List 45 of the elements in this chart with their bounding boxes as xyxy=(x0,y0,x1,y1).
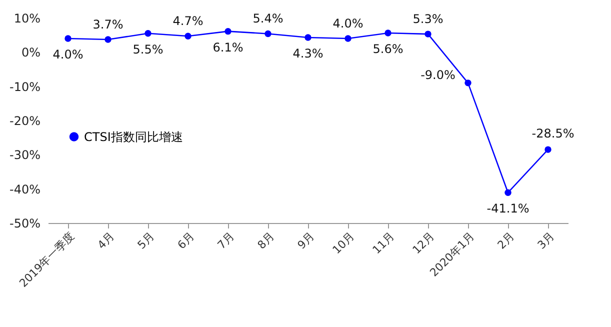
point xyxy=(464,80,472,86)
x-tick-label: 2月 xyxy=(495,230,517,252)
data-label: 3.7% xyxy=(92,18,124,32)
data-label: 5.5% xyxy=(132,42,164,56)
point xyxy=(64,35,72,42)
point xyxy=(264,30,272,38)
x-tick-label: 8月 xyxy=(255,230,277,252)
x-tick-label: 4月 xyxy=(95,230,117,252)
legend-label: CTSI指数同比增速 xyxy=(84,130,183,144)
data-label: 5.6% xyxy=(372,42,404,56)
point xyxy=(144,30,152,37)
data-label: 5.3% xyxy=(412,12,444,26)
y-tick-label: -10% xyxy=(9,80,40,94)
x-tick-label: 11月 xyxy=(370,230,397,257)
x-tick-label: 12月 xyxy=(410,230,437,257)
data-label: 5.4% xyxy=(252,12,284,26)
y-tick-label: 0% xyxy=(21,46,40,60)
point xyxy=(104,36,112,43)
data-label: 4.0% xyxy=(332,16,364,30)
point xyxy=(184,32,192,40)
y-tick-label: -40% xyxy=(9,182,40,196)
x-tick-label: 3月 xyxy=(535,230,557,252)
x-tick-label: 10月 xyxy=(330,230,357,257)
point xyxy=(304,34,312,41)
y-tick-label: -20% xyxy=(9,114,40,128)
y-tick-label: -50% xyxy=(9,216,40,230)
point xyxy=(544,146,552,153)
point xyxy=(344,35,352,42)
point xyxy=(384,30,392,36)
x-tick-label: 9月 xyxy=(295,230,317,252)
data-label: 4.0% xyxy=(52,48,84,62)
data-label: -9.0% xyxy=(420,68,456,82)
data-label: -28.5% xyxy=(532,126,574,141)
data-label: 4.7% xyxy=(172,14,204,28)
x-tick-label: 6月 xyxy=(175,230,197,252)
data-label: 6.1% xyxy=(212,40,244,54)
point xyxy=(504,189,512,196)
data-label: -41.1% xyxy=(486,202,530,216)
x-tick-label: 7月 xyxy=(215,230,237,252)
x-tick-label: 5月 xyxy=(135,230,157,252)
data-label: 4.3% xyxy=(292,46,324,60)
point xyxy=(224,28,232,35)
point xyxy=(424,30,432,38)
y-tick-label: 10% xyxy=(14,12,40,26)
y-tick-label: -30% xyxy=(9,148,40,162)
